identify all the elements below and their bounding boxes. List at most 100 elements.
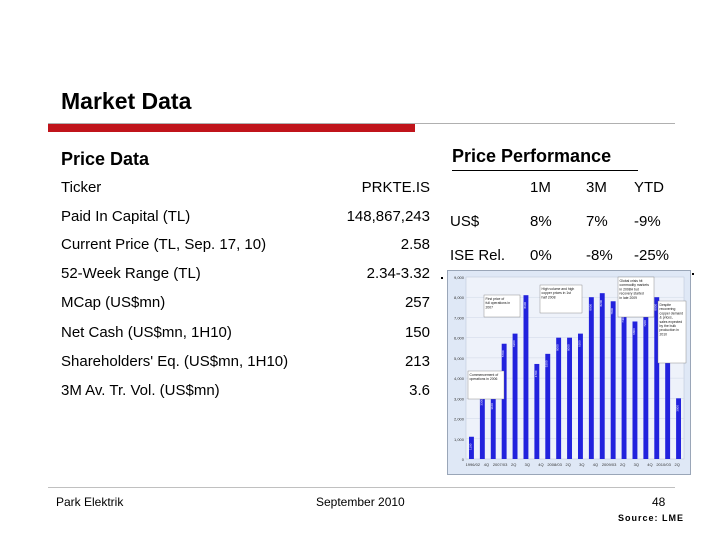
perf-row-label: ISE Rel. [450,246,506,264]
bar-value-label: 8000 [654,304,658,311]
price-data-label: 3M Av. Tr. Vol. (US$mn) [61,382,220,399]
x-tick-label: 2010/03 [656,462,671,467]
bar-value-label: 6000 [567,344,571,351]
x-tick-label: 2Q [511,462,516,467]
perf-cell: -25% [634,246,670,264]
bar [599,293,605,459]
bar-value-label: 3300 [479,399,483,406]
price-performance-heading: Price Performance [452,146,612,166]
bar-value-label: 8100 [523,302,527,309]
annotation-text: Commencement of operations in 2006 [470,373,499,381]
annotation-text: First price of full operations in 2007 [486,297,511,309]
source-note: Source: LME [618,513,685,523]
annotation-box [539,284,583,314]
bar-value-label: 3000 [676,405,680,412]
bar-value-label: 7200 [643,320,647,327]
annotation-text: Global crisis hit commodity markets in 200… [620,279,650,300]
bar [632,321,638,459]
perf-cell: 8% [530,212,552,230]
price-data-value: 213 [404,353,430,370]
price-data-value: 2.34-3.32 [366,265,430,282]
perf-cell: 0% [530,246,552,264]
price-data-value: 150 [404,324,430,341]
perf-header-cell: 3M [586,178,607,196]
x-tick-label: 4Q [538,462,543,467]
bar [523,295,529,459]
perf-header-cell [450,170,530,204]
bar-value-label: 1100 [468,443,472,450]
bullet-dot [441,277,443,279]
bar [479,392,485,459]
annotation-line: recovery started [620,292,644,296]
bar [512,333,518,459]
price-data-value: PRKTE.IS [361,179,430,196]
footer-divider [48,487,675,488]
annotation-line: operations in 2006 [470,377,498,381]
perf-header-cell: 1M [530,178,551,196]
y-tick-label: 2,000 [454,417,465,422]
x-tick-label: 4Q [593,462,598,467]
bar-value-label: 7400 [621,316,625,323]
perf-header-row: 1M 3M YTD [450,170,684,204]
price-data-label: Shareholders' Eq. (US$mn, 1H10) [61,353,289,370]
y-tick-label: 4,000 [454,376,465,381]
annotation-line: in late 2009 [620,296,638,300]
annotation-box [483,294,521,318]
perf-cell: -8% [586,246,613,264]
perf-header-cell: YTD [634,178,664,196]
bar [610,301,616,459]
bullet-dot [692,273,694,275]
bar [490,396,496,459]
price-performance-underline [452,170,638,171]
price-data-label: Paid In Capital (TL) [61,208,191,225]
annotation-line: full operations in [486,301,511,305]
x-tick-label: 1996/02 [466,462,481,467]
annotation-text: High volume and high copper prices in 1st… [542,287,575,299]
bar [468,436,474,459]
y-tick-label: 9,000 [454,275,465,280]
price-data-label: Current Price (TL, Sep. 17, 10) [61,236,267,253]
annotation-line: copper demand [660,311,684,315]
x-tick-label: 3Q [579,462,584,467]
annotation-line: recovering [660,307,676,311]
bar [676,398,682,459]
title-divider [48,123,675,124]
price-data-value: 3.6 [409,382,430,399]
price-data-label: Net Cash (US$mn, 1H10) [61,324,232,341]
perf-cell: -9% [634,212,661,230]
price-performance-table: 1M 3M YTD US$ 8% 7% -9% ISE Rel. 0% -8% … [450,170,684,272]
annotation-text: Despite recovering copper demand & prices, s… [660,303,684,336]
price-data-value: 257 [404,294,430,311]
bar [567,337,573,459]
bar [665,319,671,459]
annotation-line: High volume and high [542,287,575,291]
perf-row-label: US$ [450,212,480,230]
price-data-label: Ticker [61,179,102,196]
x-tick-label: 2008/03 [547,462,562,467]
annotation-line: in 2008H but [620,287,639,291]
chart-svg: 0 1,000 2,000 3,000 4,000 5,000 6,000 7,000 8,00… [454,275,687,467]
y-tick-label: 6,000 [454,336,465,341]
bar-value-label: 5200 [545,360,549,367]
footer-date: September 2010 [316,495,405,509]
annotation-box [617,276,655,318]
y-tick-label: 7,000 [454,315,465,320]
bar-value-label: 7800 [610,308,614,315]
annotation-line: commodity markets [620,283,650,287]
bar-value-label: 3100 [490,403,494,410]
annotation-line: First price of [486,297,505,301]
y-tick-label: 5,000 [454,356,465,361]
x-tick-label: 2Q [620,462,625,467]
footer-company: Park Elektrik [56,495,124,509]
page-number: 48 [652,495,666,509]
perf-row: US$ 8% 7% -9% [450,204,684,238]
bar-value-label: 6200 [577,340,581,347]
slide-title: Market Data [61,88,192,114]
bar-value-label: 4700 [534,370,538,377]
annotation-box [467,370,505,400]
bar [643,313,649,459]
y-tick-label: 8,000 [454,295,465,300]
price-data-value: 148,867,243 [346,208,430,225]
annotation-line: copper prices in 1st [542,291,571,295]
bar [654,297,660,459]
